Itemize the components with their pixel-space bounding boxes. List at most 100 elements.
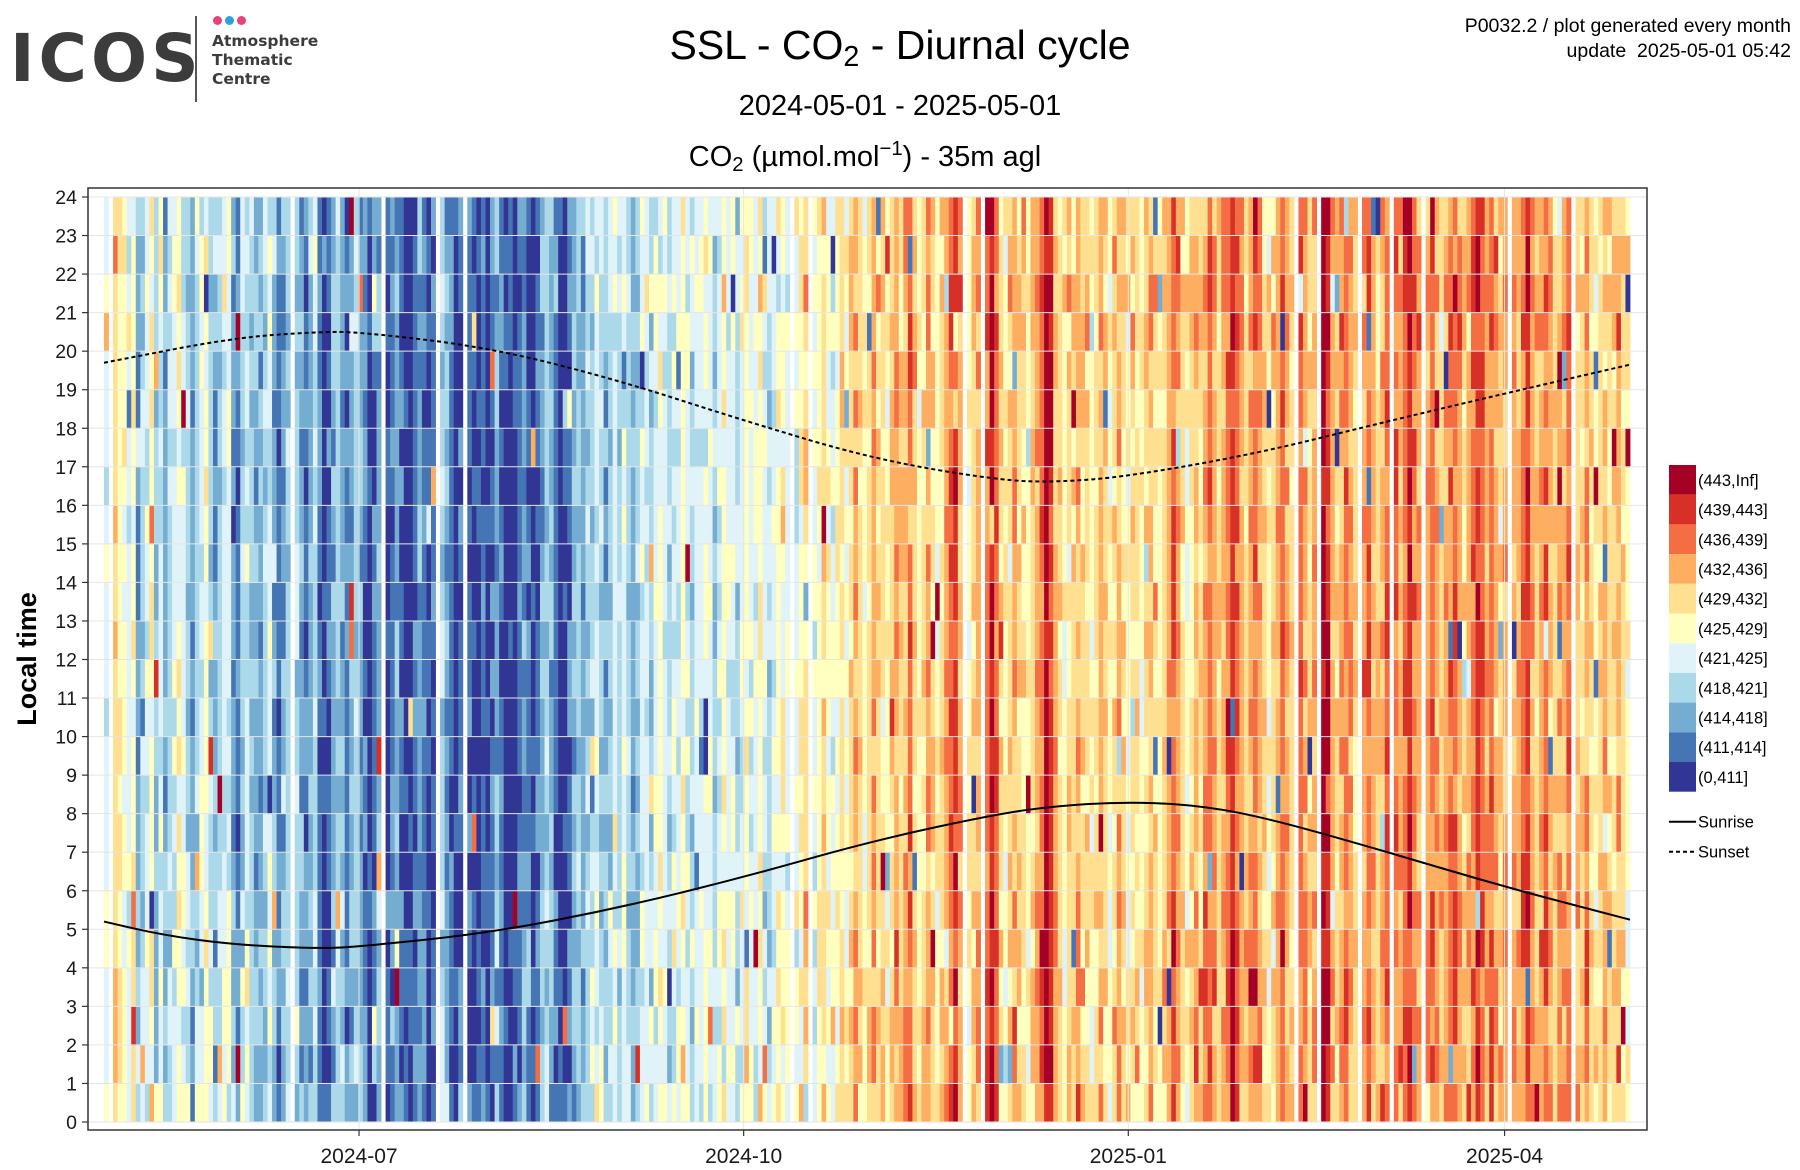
heatmap-cell xyxy=(126,312,132,352)
heatmap-cell xyxy=(898,620,904,660)
heatmap-cell xyxy=(835,775,841,815)
heatmap-cell xyxy=(1035,351,1040,391)
heatmap-cell xyxy=(844,1083,850,1123)
heatmap-cell xyxy=(835,1044,841,1084)
heatmap-cell xyxy=(322,813,327,853)
heatmap-cell xyxy=(299,890,305,930)
heatmap-cell xyxy=(331,274,337,314)
heatmap-cell xyxy=(948,505,954,545)
heatmap-cell xyxy=(998,698,1004,737)
heatmap-cell xyxy=(676,466,682,506)
heatmap-cell xyxy=(685,389,691,429)
heatmap-cell xyxy=(544,582,550,622)
heatmap-cell xyxy=(508,929,514,969)
heatmap-cell xyxy=(335,775,341,815)
heatmap-cell xyxy=(181,813,187,853)
heatmap-cell xyxy=(785,775,791,815)
heatmap-cell xyxy=(253,428,259,468)
heatmap-cell xyxy=(485,582,491,622)
heatmap-cell xyxy=(1016,505,1022,545)
heatmap-cell xyxy=(540,428,545,468)
heatmap-cell xyxy=(203,235,209,275)
heatmap-cell xyxy=(676,312,682,352)
heatmap-cell xyxy=(367,967,373,1007)
heatmap-cell xyxy=(385,274,391,314)
heatmap-cell xyxy=(126,698,132,737)
heatmap-cell xyxy=(331,813,337,853)
heatmap-cell xyxy=(490,1083,495,1123)
heatmap-cell xyxy=(630,967,636,1007)
heatmap-cell xyxy=(1071,775,1077,815)
heatmap-cell xyxy=(390,466,396,506)
heatmap-cell xyxy=(453,852,459,892)
heatmap-cell xyxy=(281,775,287,815)
heatmap-cell xyxy=(1053,736,1059,776)
heatmap-cell xyxy=(312,389,318,429)
heatmap-cell xyxy=(599,929,604,969)
heatmap-cell xyxy=(340,505,346,545)
heatmap-cell xyxy=(503,967,509,1007)
heatmap-cell xyxy=(1003,775,1009,815)
heatmap-cell xyxy=(553,1044,559,1084)
heatmap-cell xyxy=(780,389,786,429)
heatmap-cell xyxy=(535,852,541,892)
heatmap-cell xyxy=(326,852,332,892)
heatmap-cell xyxy=(258,813,264,853)
heatmap-cell xyxy=(862,543,868,583)
heatmap-cell xyxy=(331,505,337,545)
heatmap-cell xyxy=(199,197,205,236)
heatmap-cell xyxy=(989,582,995,622)
heatmap-cell xyxy=(303,1006,309,1046)
heatmap-cell xyxy=(412,1044,418,1084)
heatmap-cell xyxy=(944,582,950,622)
heatmap-cell xyxy=(844,543,850,583)
heatmap-cell xyxy=(785,274,791,314)
heatmap-cell xyxy=(926,1044,931,1084)
heatmap-cell xyxy=(594,890,600,930)
heatmap-cell xyxy=(703,813,709,853)
heatmap-cell xyxy=(449,428,455,468)
heatmap-cell xyxy=(1053,1006,1059,1046)
heatmap-cell xyxy=(213,775,218,815)
heatmap-cell xyxy=(144,1083,150,1123)
heatmap-cell xyxy=(567,890,573,930)
heatmap-cell xyxy=(185,659,191,699)
heatmap-cell xyxy=(612,428,618,468)
heatmap-cell xyxy=(821,659,827,699)
heatmap-cell xyxy=(1080,389,1086,429)
heatmap-cell xyxy=(857,1006,863,1046)
heatmap-cell xyxy=(930,543,936,583)
heatmap-cell xyxy=(217,929,223,969)
heatmap-cell xyxy=(158,1044,164,1084)
heatmap-cell xyxy=(871,813,877,853)
heatmap-cell xyxy=(966,620,972,660)
heatmap-cell xyxy=(835,351,841,391)
heatmap-cell xyxy=(458,890,464,930)
heatmap-cell xyxy=(844,813,850,853)
heatmap-cell xyxy=(390,736,396,776)
heatmap-cell xyxy=(131,775,137,815)
heatmap-cell xyxy=(930,274,936,314)
heatmap-cell xyxy=(512,890,518,930)
heatmap-cell xyxy=(617,543,623,583)
heatmap-cell xyxy=(244,351,250,391)
heatmap-cell xyxy=(521,698,527,737)
heatmap-cell xyxy=(889,351,895,391)
heatmap-cell xyxy=(135,736,141,776)
heatmap-cell xyxy=(276,1083,282,1123)
heatmap-cell xyxy=(867,428,872,468)
heatmap-cell xyxy=(421,582,427,622)
heatmap-cell xyxy=(376,274,382,314)
heatmap-cell xyxy=(417,929,423,969)
heatmap-cell xyxy=(476,620,482,660)
heatmap-cell xyxy=(485,736,491,776)
heatmap-cell xyxy=(826,1044,832,1084)
heatmap-cell xyxy=(190,466,196,506)
heatmap-cell xyxy=(158,274,164,314)
heatmap-cell xyxy=(649,505,654,545)
heatmap-cell xyxy=(944,351,950,391)
heatmap-cell xyxy=(562,351,568,391)
heatmap-cell xyxy=(948,543,954,583)
heatmap-cell xyxy=(608,929,614,969)
heatmap-cell xyxy=(817,466,822,506)
